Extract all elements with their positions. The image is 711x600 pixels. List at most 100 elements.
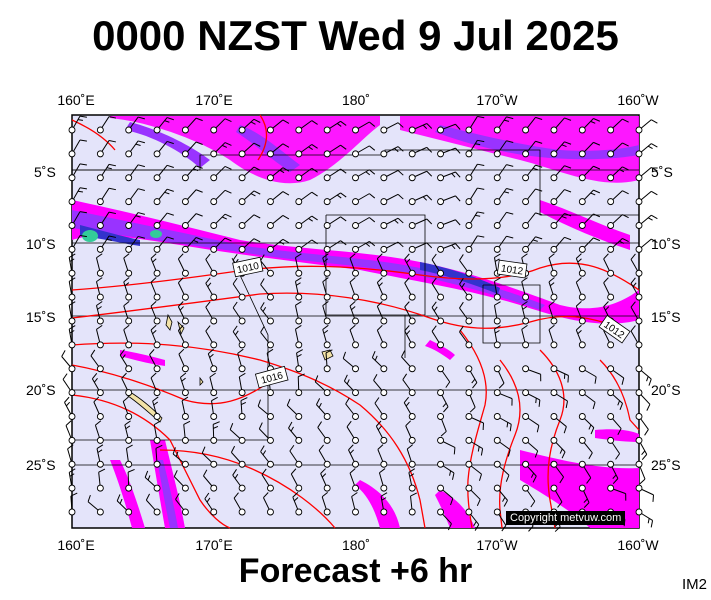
wind-barb — [68, 139, 87, 158]
wind-barb — [607, 365, 625, 385]
wind-barb — [548, 301, 558, 325]
wind-barb — [550, 212, 572, 229]
wind-barb — [210, 396, 218, 420]
wind-barb — [232, 469, 246, 492]
wind-barb — [405, 420, 416, 444]
map-title: 0000 NZST Wed 9 Jul 2025 — [92, 12, 619, 59]
wind-barb — [522, 140, 543, 158]
wind-barb — [630, 325, 643, 349]
wind-barb — [323, 192, 347, 206]
wind-barb — [210, 165, 232, 182]
wind-barb — [493, 188, 514, 206]
wind-barb — [96, 468, 106, 492]
wind-barb — [459, 325, 473, 349]
wind-barb — [87, 494, 104, 516]
wind-barb — [152, 396, 161, 420]
wind-barb — [493, 116, 514, 134]
wind-barb — [181, 165, 203, 182]
wind-barb — [286, 398, 303, 420]
wind-barb — [149, 349, 161, 373]
wind-barb — [493, 413, 512, 432]
wind-barb — [123, 277, 133, 301]
lon-label-bottom: 160˚E — [57, 537, 95, 553]
wind-barb — [345, 397, 359, 420]
wind-barb — [96, 187, 117, 206]
wind-barb — [521, 277, 530, 301]
wind-barb — [317, 421, 331, 444]
wind-barb — [607, 413, 622, 435]
wind-barb — [575, 253, 586, 277]
wind-barb — [233, 492, 246, 516]
wind-barb — [238, 166, 261, 182]
wind-barb — [295, 144, 318, 158]
wind-barb — [603, 277, 615, 301]
wind-barb — [352, 145, 376, 158]
wind-barb — [431, 253, 444, 277]
wind-barb — [95, 253, 104, 277]
wind-barb — [465, 508, 480, 531]
wind-barb — [380, 217, 404, 229]
wind-barb — [125, 188, 145, 206]
wind-barb — [348, 444, 359, 468]
wind-barb — [408, 468, 416, 492]
wind-barb — [295, 239, 318, 253]
image-code: IM2 — [681, 576, 707, 593]
lon-label-bottom: 170˚E — [195, 537, 233, 553]
wind-barb — [315, 398, 331, 420]
wind-barb — [232, 277, 246, 301]
wind-barb — [635, 436, 648, 461]
wind-barb — [376, 253, 388, 277]
wind-barb — [349, 277, 359, 301]
forecast-label: Forecast +6 hr — [238, 552, 473, 590]
wind-barb — [173, 470, 189, 492]
wind-barb — [323, 240, 347, 253]
wind-barb — [179, 372, 189, 397]
wind-barb — [294, 325, 303, 349]
wind-barb — [145, 493, 161, 516]
wind-barb — [323, 349, 333, 373]
wind-barb — [292, 492, 303, 516]
wind-barb — [522, 236, 543, 253]
wind-barb — [465, 115, 485, 134]
wind-barb — [232, 325, 246, 349]
wind-barb — [125, 468, 135, 492]
wind-barb — [267, 143, 290, 158]
wind-barb — [635, 389, 651, 411]
wind-barb — [375, 420, 388, 444]
lat-label-left: 5˚S — [34, 164, 56, 180]
lat-label-left: 15˚S — [26, 309, 56, 325]
wind-barb — [465, 484, 481, 507]
wind-barb — [238, 372, 246, 397]
wind-barb — [459, 301, 473, 325]
wind-barb — [181, 189, 203, 206]
wind-barb — [95, 277, 104, 301]
wind-barb — [153, 420, 161, 444]
wind-barb — [201, 446, 218, 468]
wind-barb — [607, 166, 629, 182]
wind-barb — [181, 213, 203, 229]
wind-barb — [578, 365, 597, 384]
lat-label-left: 10˚S — [26, 236, 56, 252]
wind-barb — [238, 142, 261, 158]
wind-barb — [94, 420, 104, 444]
lat-label-right: 25˚S — [651, 457, 681, 473]
wind-barb — [203, 469, 218, 492]
wind-barb — [125, 140, 145, 158]
wind-barb — [64, 396, 76, 420]
wind-barb — [90, 349, 104, 373]
wind-barb — [493, 325, 501, 349]
wind-barb — [376, 301, 388, 325]
wind-barb — [465, 235, 485, 253]
wind-barb — [61, 350, 76, 373]
lon-label-bottom: 160˚W — [617, 537, 659, 553]
wind-barb — [121, 372, 133, 397]
wind-barb — [437, 508, 452, 531]
wind-barb — [380, 146, 404, 158]
wind-barb — [349, 301, 359, 325]
wind-barb — [431, 277, 444, 301]
wind-barb — [68, 325, 76, 349]
wind-barb — [351, 492, 359, 516]
wind-barb — [323, 144, 347, 158]
wind-barb — [93, 396, 104, 420]
wind-barb — [493, 436, 511, 457]
